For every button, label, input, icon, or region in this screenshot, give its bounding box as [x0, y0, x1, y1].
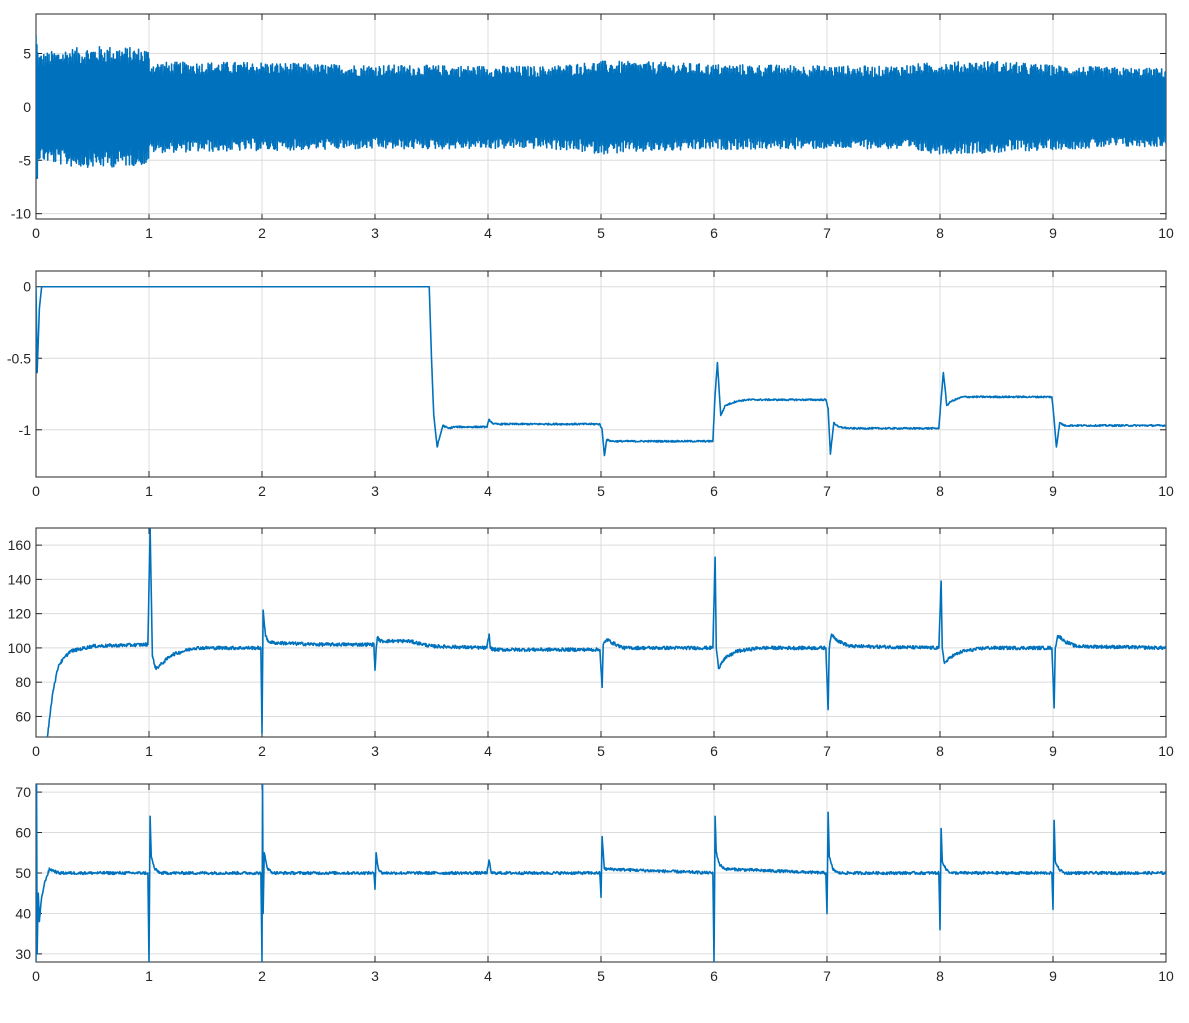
- y-tick-label: 40: [15, 905, 31, 921]
- x-tick-label: 0: [32, 483, 40, 499]
- x-tick-label: 10: [1158, 483, 1174, 499]
- x-tick-label: 6: [710, 483, 718, 499]
- x-tick-label: 9: [1049, 968, 1057, 984]
- x-tick-label: 10: [1158, 743, 1174, 759]
- y-tick-label: 30: [15, 946, 31, 962]
- x-tick-label: 5: [597, 483, 605, 499]
- x-tick-label: 2: [258, 968, 266, 984]
- y-tick-label: 140: [8, 571, 32, 587]
- x-tick-label: 7: [823, 743, 831, 759]
- x-tick-label: 2: [258, 225, 266, 241]
- x-tick-label: 8: [936, 483, 944, 499]
- x-tick-label: 9: [1049, 225, 1057, 241]
- x-tick-label: 4: [484, 743, 492, 759]
- x-tick-label: 1: [145, 483, 153, 499]
- plot-panel-2: 0 1 2 3 4 5 6 7 8 9 10 -1 -0.5 0: [7, 270, 1174, 499]
- y-tick-label: 5: [23, 46, 31, 62]
- x-tick-label: 1: [145, 225, 153, 241]
- x-tick-label: 2: [258, 743, 266, 759]
- x-tick-label: 3: [371, 968, 379, 984]
- x-tick-label: 4: [484, 483, 492, 499]
- axes-border: [35, 270, 1167, 478]
- y-tick-label: -5: [19, 152, 32, 168]
- x-tick-label: 1: [145, 968, 153, 984]
- y-tick-label: -0.5: [7, 350, 31, 366]
- x-tick-label: 9: [1049, 743, 1057, 759]
- x-tick-label: 5: [597, 743, 605, 759]
- x-tick-label: 0: [32, 968, 40, 984]
- x-tick-label: 6: [710, 225, 718, 241]
- axes-border: [35, 527, 1167, 738]
- series-line: [36, 35, 1166, 180]
- plot-panel-3: 0 1 2 3 4 5 6 7 8 9 10 60 80 100 120 140 160: [8, 527, 1174, 759]
- x-tick-label: 10: [1158, 968, 1174, 984]
- x-tick-label: 0: [32, 743, 40, 759]
- y-tick-label: 60: [15, 825, 31, 841]
- x-tick-label: 10: [1158, 225, 1174, 241]
- y-tick-label: 50: [15, 865, 31, 881]
- x-tick-label: 7: [823, 483, 831, 499]
- x-tick-label: 4: [484, 225, 492, 241]
- x-tick-label: 3: [371, 743, 379, 759]
- x-tick-label: 3: [371, 225, 379, 241]
- y-tick-label: 100: [8, 640, 32, 656]
- x-tick-label: 8: [936, 225, 944, 241]
- x-tick-label: 8: [936, 968, 944, 984]
- y-tick-label: -1: [19, 422, 32, 438]
- x-tick-label: 0: [32, 225, 40, 241]
- x-tick-label: 6: [710, 743, 718, 759]
- y-tick-label: -10: [11, 206, 31, 222]
- y-tick-label: 160: [8, 537, 32, 553]
- x-tick-label: 6: [710, 968, 718, 984]
- y-tick-label: 60: [15, 708, 31, 724]
- y-tick-label: 80: [15, 674, 31, 690]
- series-line: [36, 285, 1166, 457]
- x-tick-label: 4: [484, 968, 492, 984]
- y-tick-label: 120: [8, 606, 32, 622]
- x-tick-label: 3: [371, 483, 379, 499]
- x-tick-label: 2: [258, 483, 266, 499]
- x-tick-label: 5: [597, 968, 605, 984]
- y-tick-label: 0: [23, 99, 31, 115]
- x-tick-label: 1: [145, 743, 153, 759]
- plot-panel-1: 0 1 2 3 4 5 6 7 8 9 10 -10 -5 0 5: [11, 13, 1174, 241]
- series-line: [46, 528, 1166, 737]
- x-tick-label: 7: [823, 225, 831, 241]
- series-line: [36, 784, 1166, 962]
- x-tick-label: 8: [936, 743, 944, 759]
- y-tick-label: 0: [23, 279, 31, 295]
- x-tick-label: 9: [1049, 483, 1057, 499]
- y-tick-label: 70: [15, 784, 31, 800]
- x-tick-label: 7: [823, 968, 831, 984]
- x-tick-label: 5: [597, 225, 605, 241]
- plot-panel-4: 0 1 2 3 4 5 6 7 8 9 10 30 40 50 60 70: [15, 783, 1174, 984]
